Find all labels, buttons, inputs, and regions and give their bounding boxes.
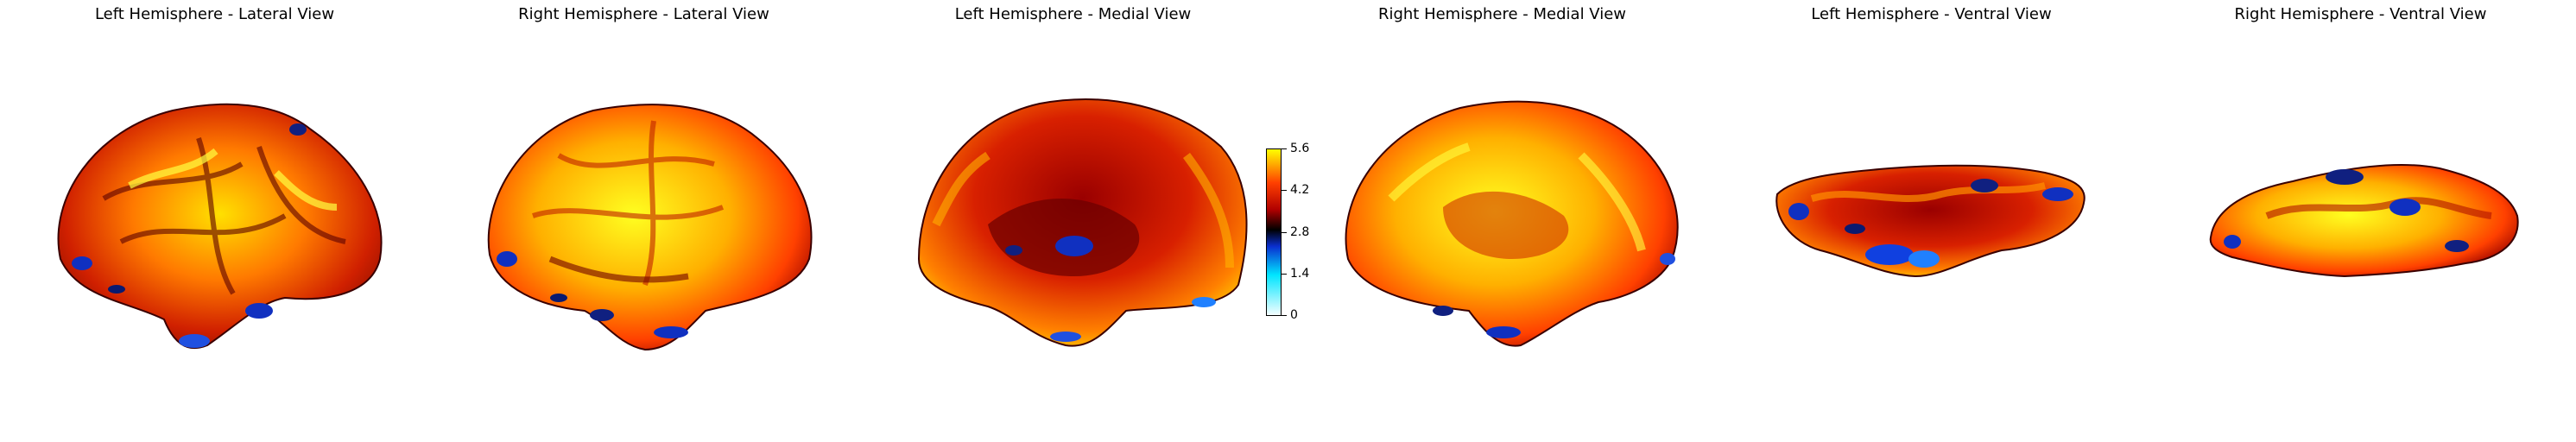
colorbar-tick [1282,148,1287,149]
panel-title: Right Hemisphere - Lateral View [518,5,769,23]
panel-title: Right Hemisphere - Ventral View [2234,5,2487,23]
brain-surface-left-ventral [1775,164,2085,278]
brain-surface-right-lateral [487,104,813,351]
brain-surface-right-medial [1345,100,1679,347]
colorbar-tick-label: 4.2 [1290,183,1310,197]
panel-left-lateral: Left Hemisphere - Lateral View [0,0,429,442]
panel-title: Left Hemisphere - Medial View [954,5,1192,23]
panel-title: Right Hemisphere - Medial View [1377,5,1627,23]
colorbar: 5.6 4.2 2.8 1.4 0 [1266,142,1309,322]
panel-right-ventral: Right Hemisphere - Ventral View [2146,0,2575,442]
panel-right-medial: Right Hemisphere - Medial View [1288,0,1717,442]
colorbar-tick-label: 5.6 [1290,142,1310,155]
panel-title: Left Hemisphere - Ventral View [1811,5,2052,23]
colorbar-tick [1282,232,1287,233]
colorbar-tick-label: 1.4 [1290,267,1310,281]
colorbar-tick-label: 2.8 [1290,225,1310,239]
panel-title: Left Hemisphere - Lateral View [94,5,335,23]
panel-right-lateral: Right Hemisphere - Lateral View [429,0,858,442]
brain-surface-left-lateral [57,103,383,350]
panel-left-medial: Left Hemisphere - Medial View [858,0,1288,442]
brain-surface-left-medial [917,98,1248,347]
colorbar-tick [1282,315,1287,316]
colorbar-gradient [1266,148,1282,316]
panel-left-ventral: Left Hemisphere - Ventral View [1717,0,2146,442]
colorbar-tick-label: 0 [1290,308,1298,322]
colorbar-tick [1282,190,1287,191]
colorbar-tick [1282,274,1287,275]
brain-surface-right-ventral [2209,163,2519,278]
